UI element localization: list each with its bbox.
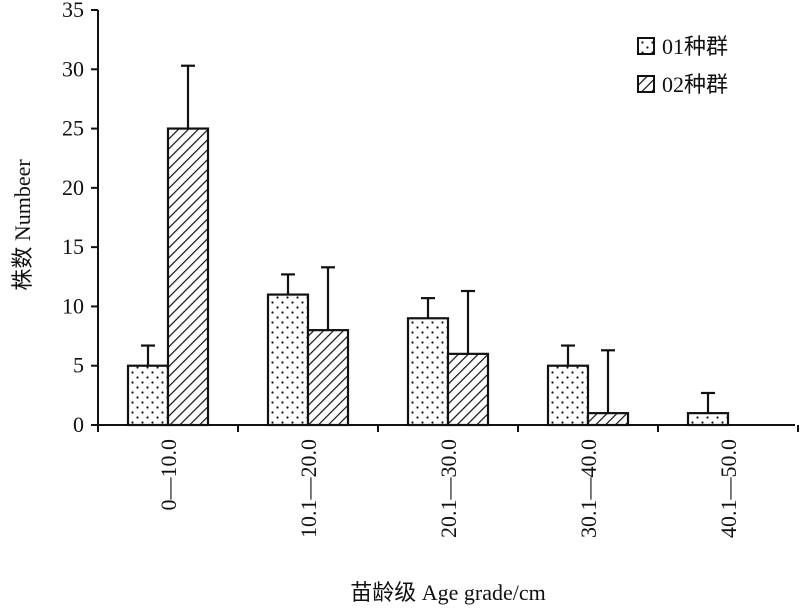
bar-1-4	[546, 364, 590, 427]
bar-1-5	[686, 412, 730, 427]
y-ticks-layer: 0 5 10 15 20 25 30 35	[62, 0, 98, 437]
x-tick-label: 30.1—40.0	[576, 439, 601, 538]
legend-swatch-2	[637, 75, 655, 93]
x-tick-label: 0—10.0	[156, 439, 181, 511]
x-tick-label: 40.1—50.0	[716, 439, 741, 538]
y-tick-label: 5	[73, 353, 84, 378]
y-tick-label: 0	[73, 412, 84, 437]
bar-2-3	[446, 352, 490, 427]
legend-label-2: 02种群	[662, 72, 728, 97]
y-tick-label: 20	[62, 175, 84, 200]
x-axis-title: 苗龄级 Age grade/cm	[350, 580, 546, 605]
y-tick-label: 25	[62, 116, 84, 141]
x-tick-label: 20.1—30.0	[436, 439, 461, 538]
legend: 01种群 02种群	[637, 34, 728, 97]
y-tick-label: 35	[62, 0, 84, 22]
y-axis-title: 株数 Numbeer	[10, 159, 35, 291]
y-tick-label: 15	[62, 234, 84, 259]
bar-1-1	[126, 364, 170, 427]
y-tick-label: 10	[62, 293, 84, 318]
x-tick-label: 10.1—20.0	[296, 439, 321, 538]
x-ticks-layer: 0—10.0 10.1—20.0 20.1—30.0 30.1—40.0 40.1—50…	[97, 425, 799, 538]
bar-1-2	[266, 293, 310, 427]
legend-label-1: 01种群	[662, 34, 728, 59]
bar-2-2	[306, 329, 350, 427]
y-tick-label: 30	[62, 56, 84, 81]
bar-2-4	[586, 412, 630, 427]
bar-1-3	[406, 317, 450, 427]
error-bars-layer	[141, 64, 715, 414]
axes-layer	[97, 10, 795, 426]
bars-layer	[126, 127, 730, 427]
bar-2-1	[166, 127, 210, 427]
legend-swatch-1	[637, 37, 655, 55]
